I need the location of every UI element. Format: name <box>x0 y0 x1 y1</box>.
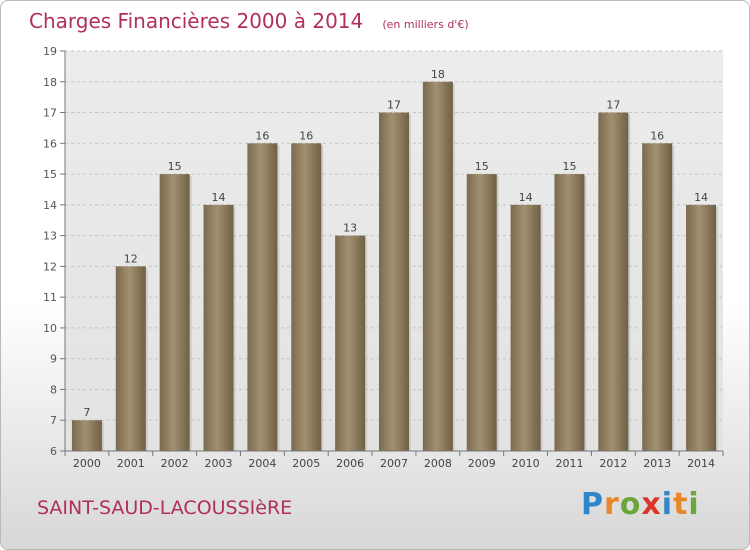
data-label: 15 <box>168 160 182 173</box>
bar <box>510 204 541 451</box>
data-label: 14 <box>519 191 533 204</box>
proxiti-logo: Proxiti <box>581 487 700 522</box>
logo-letter: r <box>604 487 620 522</box>
x-tick-label: 2000 <box>73 457 101 470</box>
data-label: 14 <box>212 191 226 204</box>
x-tick-label: 2007 <box>380 457 408 470</box>
x-tick-label: 2014 <box>687 457 715 470</box>
data-label: 16 <box>650 129 664 142</box>
data-label: 17 <box>387 99 401 112</box>
y-tick-label: 10 <box>43 322 57 335</box>
x-tick-label: 2011 <box>555 457 583 470</box>
y-tick-label: 7 <box>50 414 57 427</box>
bar <box>335 235 366 451</box>
x-tick-label: 2012 <box>599 457 627 470</box>
x-tick-label: 2013 <box>643 457 671 470</box>
y-tick-label: 6 <box>50 445 57 458</box>
data-label: 16 <box>299 129 313 142</box>
y-tick-label: 14 <box>43 199 57 212</box>
y-tick-label: 8 <box>50 383 57 396</box>
data-label: 17 <box>606 99 620 112</box>
x-tick-label: 2005 <box>292 457 320 470</box>
y-axis: 6 7 8 9 10 11 12 13 14 15 16 17 18 19 <box>43 45 66 458</box>
data-label: 16 <box>255 129 269 142</box>
bar <box>115 266 146 451</box>
bar <box>71 420 102 451</box>
data-label: 14 <box>694 191 708 204</box>
y-tick-label: 19 <box>43 45 57 58</box>
y-tick-label: 12 <box>43 260 57 273</box>
bar <box>379 112 409 452</box>
logo-letter: i <box>661 487 674 522</box>
x-tick-label: 2006 <box>336 457 364 470</box>
x-tick-label: 2008 <box>424 457 452 470</box>
y-tick-label: 16 <box>43 137 57 150</box>
data-label: 13 <box>343 222 357 235</box>
bar <box>291 143 322 452</box>
bar <box>686 204 717 451</box>
data-label: 12 <box>124 252 138 265</box>
x-tick-label: 2001 <box>117 457 145 470</box>
chart-unit-note: (en milliers d'€) <box>382 18 469 31</box>
bar <box>422 81 453 452</box>
y-tick-label: 18 <box>43 76 57 89</box>
data-label: 7 <box>83 406 90 419</box>
x-tick-label: 2002 <box>161 457 189 470</box>
data-labels: 7 12 15 14 16 16 13 17 18 15 14 15 17 16 14 <box>83 68 708 419</box>
x-axis: 2000 2001 2002 2003 2004 2005 2006 2007 2008 2009… <box>64 450 724 470</box>
logo-letter: o <box>619 487 642 522</box>
y-tick-label: 9 <box>50 353 57 366</box>
data-label: 15 <box>475 160 489 173</box>
y-tick-label: 17 <box>43 107 57 120</box>
bar <box>203 204 234 451</box>
bar <box>466 174 497 452</box>
data-label: 15 <box>562 160 576 173</box>
bar <box>554 174 585 452</box>
chart-title: Charges Financières 2000 à 2014 <box>29 9 364 33</box>
logo-letter: t <box>673 487 689 522</box>
y-tick-label: 11 <box>43 291 57 304</box>
bar <box>159 174 190 452</box>
x-tick-label: 2003 <box>205 457 233 470</box>
logo-letter: i <box>688 487 700 522</box>
chart-title-block: Charges Financières 2000 à 2014 (en mill… <box>29 9 469 33</box>
bar <box>247 143 278 452</box>
y-tick-label: 13 <box>43 230 57 243</box>
y-tick-label: 15 <box>43 168 57 181</box>
x-tick-label: 2010 <box>512 457 540 470</box>
x-tick-label: 2009 <box>468 457 496 470</box>
bar <box>598 112 629 452</box>
logo-letter: P <box>581 487 604 522</box>
logo-letter: x <box>641 487 662 522</box>
x-tick-label: 2004 <box>248 457 276 470</box>
bar <box>642 143 673 452</box>
bars <box>71 81 719 452</box>
data-label: 18 <box>431 68 445 81</box>
town-name: SAINT-SAUD-LACOUSSIèRE <box>37 497 293 519</box>
